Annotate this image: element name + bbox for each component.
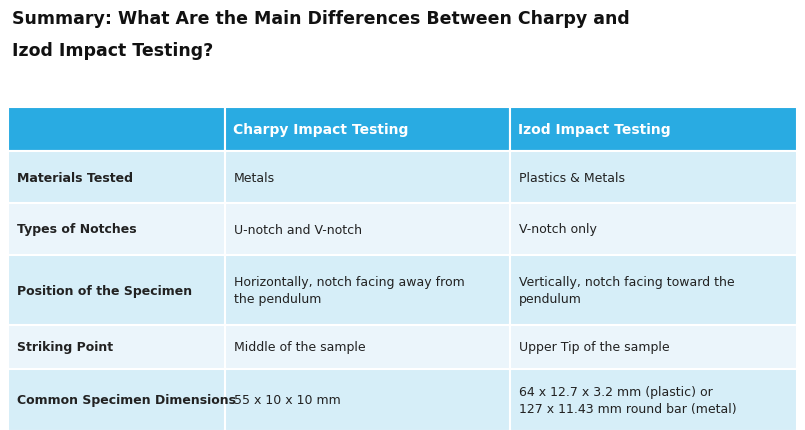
Text: Vertically, notch facing toward the
pendulum: Vertically, notch facing toward the pend… [519,275,735,305]
Bar [225,255,510,325]
Text: Middle of the sample: Middle of the sample [234,341,365,354]
Bar [8,108,225,152]
Text: U-notch and V-notch: U-notch and V-notch [234,223,362,236]
Bar [225,152,510,203]
Text: 55 x 10 x 10 mm: 55 x 10 x 10 mm [234,393,341,406]
Text: Izod Impact Testing: Izod Impact Testing [518,123,671,137]
Text: Types of Notches: Types of Notches [17,223,137,236]
Bar [510,203,797,255]
Text: Charpy Impact Testing: Charpy Impact Testing [233,123,408,137]
Text: Metals: Metals [234,171,275,184]
Bar [510,255,797,325]
Bar [8,203,225,255]
Text: Izod Impact Testing?: Izod Impact Testing? [12,42,213,60]
Text: Common Specimen Dimensions: Common Specimen Dimensions [17,393,236,406]
Bar [510,152,797,203]
Bar [510,108,797,152]
Text: Summary: What Are the Main Differences Between Charpy and: Summary: What Are the Main Differences B… [12,10,630,28]
Bar [225,325,510,369]
Text: Materials Tested: Materials Tested [17,171,133,184]
Bar [225,108,510,152]
Text: 64 x 12.7 x 3.2 mm (plastic) or
127 x 11.43 mm round bar (metal): 64 x 12.7 x 3.2 mm (plastic) or 127 x 11… [519,385,737,415]
Text: Position of the Specimen: Position of the Specimen [17,284,192,297]
Bar [225,369,510,430]
Bar [510,369,797,430]
Bar [8,255,225,325]
Bar [510,325,797,369]
Text: Plastics & Metals: Plastics & Metals [519,171,625,184]
Bar [225,203,510,255]
Text: Striking Point: Striking Point [17,341,114,354]
Text: Horizontally, notch facing away from
the pendulum: Horizontally, notch facing away from the… [234,275,464,305]
Bar [8,325,225,369]
Bar [8,369,225,430]
Bar [8,152,225,203]
Text: Upper Tip of the sample: Upper Tip of the sample [519,341,670,354]
Text: V-notch only: V-notch only [519,223,597,236]
